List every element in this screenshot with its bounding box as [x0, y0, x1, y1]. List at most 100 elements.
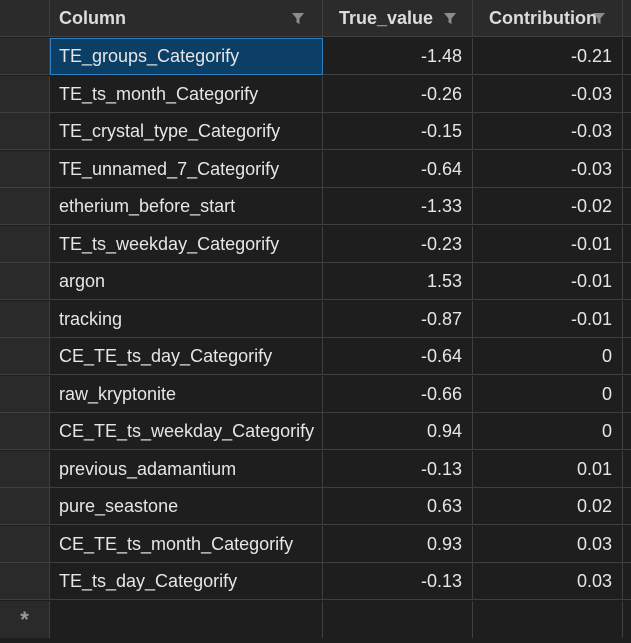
row-selector[interactable] [0, 450, 50, 488]
column-header-label: True_value [339, 8, 434, 28]
cell-column[interactable]: tracking [50, 300, 323, 338]
table-row[interactable]: raw_kryptonite -0.66 0 [0, 375, 631, 413]
filter-icon[interactable] [444, 13, 456, 25]
cell-column[interactable]: previous_adamantium [50, 450, 323, 488]
cell-true-value[interactable]: -1.33 [323, 188, 473, 225]
cell-true-value[interactable]: 0.63 [323, 488, 473, 525]
cell-column[interactable]: TE_groups_Categorify [50, 38, 323, 75]
row-selector[interactable] [0, 75, 50, 113]
cell-contribution[interactable]: 0 [473, 413, 623, 450]
table-row[interactable]: TE_groups_Categorify -1.48 -0.21 [0, 38, 631, 75]
new-row-cell[interactable] [50, 600, 323, 638]
cell-true-value[interactable]: -0.87 [323, 300, 473, 338]
filter-icon[interactable] [593, 13, 605, 25]
row-selector[interactable] [0, 225, 50, 263]
row-selector[interactable] [0, 413, 50, 450]
scroll-gutter [623, 563, 631, 600]
scroll-gutter [623, 0, 631, 37]
cell-contribution[interactable]: -0.03 [473, 75, 623, 113]
cell-contribution[interactable]: 0.02 [473, 488, 623, 525]
cell-column[interactable]: TE_ts_weekday_Categorify [50, 225, 323, 263]
row-selector[interactable] [0, 488, 50, 525]
table-row[interactable]: TE_unnamed_7_Categorify -0.64 -0.03 [0, 150, 631, 188]
column-header-true-value[interactable]: True_value [323, 0, 473, 37]
cell-contribution[interactable]: -0.01 [473, 225, 623, 263]
cell-column[interactable]: CE_TE_ts_weekday_Categorify [50, 413, 323, 450]
table-row[interactable]: tracking -0.87 -0.01 [0, 300, 631, 338]
row-selector[interactable] [0, 563, 50, 600]
table-row[interactable]: previous_adamantium -0.13 0.01 [0, 450, 631, 488]
table-row[interactable]: CE_TE_ts_month_Categorify 0.93 0.03 [0, 525, 631, 563]
scroll-gutter [623, 225, 631, 263]
table-row[interactable]: TE_ts_day_Categorify -0.13 0.03 [0, 563, 631, 600]
new-row-cell[interactable] [323, 600, 473, 638]
scroll-gutter [623, 338, 631, 375]
select-all-corner[interactable] [0, 0, 50, 37]
cell-true-value[interactable]: -0.13 [323, 563, 473, 600]
table-row[interactable]: CE_TE_ts_day_Categorify -0.64 0 [0, 338, 631, 375]
cell-column[interactable]: CE_TE_ts_day_Categorify [50, 338, 323, 375]
column-header-label: Contribution [489, 8, 597, 28]
cell-column[interactable]: CE_TE_ts_month_Categorify [50, 525, 323, 563]
scroll-gutter [623, 600, 631, 638]
cell-column[interactable]: pure_seastone [50, 488, 323, 525]
cell-column[interactable]: TE_ts_day_Categorify [50, 563, 323, 600]
asterisk-new-row-icon[interactable]: * [0, 600, 50, 638]
cell-true-value[interactable]: -0.15 [323, 113, 473, 150]
table-row[interactable]: pure_seastone 0.63 0.02 [0, 488, 631, 525]
cell-true-value[interactable]: 0.94 [323, 413, 473, 450]
column-header-column[interactable]: Column [50, 0, 323, 37]
table-row[interactable]: CE_TE_ts_weekday_Categorify 0.94 0 [0, 413, 631, 450]
cell-true-value[interactable]: 1.53 [323, 263, 473, 300]
table-row[interactable]: TE_ts_weekday_Categorify -0.23 -0.01 [0, 225, 631, 263]
new-row-cell[interactable] [473, 600, 623, 638]
new-row[interactable]: * [0, 600, 631, 638]
filter-icon[interactable] [292, 13, 304, 25]
scroll-gutter [623, 150, 631, 188]
row-selector[interactable] [0, 113, 50, 150]
cell-contribution[interactable]: 0.01 [473, 450, 623, 488]
cell-true-value[interactable]: -0.66 [323, 375, 473, 413]
row-selector[interactable] [0, 525, 50, 563]
cell-true-value[interactable]: -1.48 [323, 38, 473, 75]
cell-column[interactable]: TE_ts_month_Categorify [50, 75, 323, 113]
cell-column[interactable]: argon [50, 263, 323, 300]
scroll-gutter [623, 413, 631, 450]
cell-true-value[interactable]: -0.64 [323, 338, 473, 375]
scroll-gutter [623, 188, 631, 225]
cell-true-value[interactable]: -0.13 [323, 450, 473, 488]
scroll-gutter [623, 375, 631, 413]
row-selector[interactable] [0, 375, 50, 413]
cell-column[interactable]: TE_crystal_type_Categorify [50, 113, 323, 150]
cell-true-value[interactable]: -0.64 [323, 150, 473, 188]
cell-contribution[interactable]: 0.03 [473, 563, 623, 600]
row-selector[interactable] [0, 38, 50, 75]
cell-contribution[interactable]: -0.03 [473, 113, 623, 150]
header-row: Column True_value Contribution [0, 0, 631, 37]
cell-column[interactable]: TE_unnamed_7_Categorify [50, 150, 323, 188]
row-selector[interactable] [0, 150, 50, 188]
cell-contribution[interactable]: -0.21 [473, 38, 623, 75]
table-row[interactable]: argon 1.53 -0.01 [0, 263, 631, 300]
table-row[interactable]: etherium_before_start -1.33 -0.02 [0, 188, 631, 225]
cell-contribution[interactable]: 0.03 [473, 525, 623, 563]
cell-true-value[interactable]: 0.93 [323, 525, 473, 563]
cell-contribution[interactable]: 0 [473, 338, 623, 375]
table-row[interactable]: TE_ts_month_Categorify -0.26 -0.03 [0, 75, 631, 113]
cell-contribution[interactable]: -0.03 [473, 150, 623, 188]
column-header-contribution[interactable]: Contribution [473, 0, 623, 37]
row-selector[interactable] [0, 263, 50, 300]
cell-column[interactable]: etherium_before_start [50, 188, 323, 225]
row-selector[interactable] [0, 338, 50, 375]
cell-true-value[interactable]: -0.23 [323, 225, 473, 263]
cell-contribution[interactable]: -0.01 [473, 263, 623, 300]
row-selector[interactable] [0, 188, 50, 225]
cell-contribution[interactable]: -0.01 [473, 300, 623, 338]
cell-contribution[interactable]: 0 [473, 375, 623, 413]
cell-true-value[interactable]: -0.26 [323, 75, 473, 113]
cell-column[interactable]: raw_kryptonite [50, 375, 323, 413]
cell-contribution[interactable]: -0.02 [473, 188, 623, 225]
row-selector[interactable] [0, 300, 50, 338]
table-row[interactable]: TE_crystal_type_Categorify -0.15 -0.03 [0, 113, 631, 150]
